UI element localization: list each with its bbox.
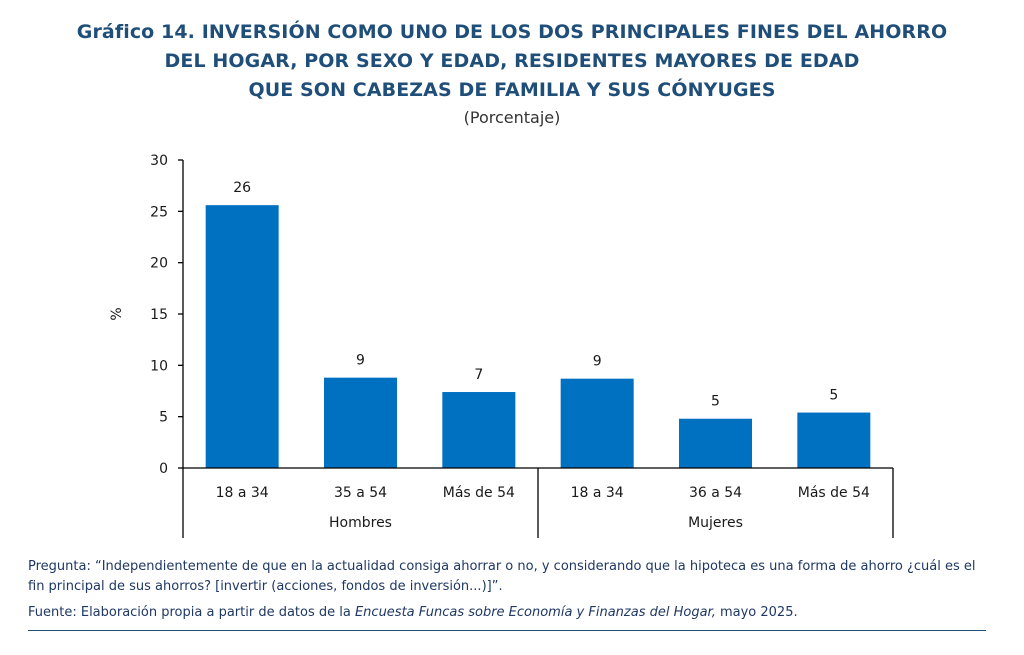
source-title: Encuesta Funcas sobre Economía y Finanza…	[354, 605, 716, 620]
x-category-label: Más de 54	[798, 485, 870, 501]
source-prefix: Fuente: Elaboración propia a partir de d…	[28, 605, 355, 620]
y-tick-label: 10	[150, 358, 168, 374]
chart-title-line-2: DEL HOGAR, POR SEXO Y EDAD, RESIDENTES M…	[164, 50, 860, 72]
source-note: Fuente: Elaboración propia a partir de d…	[28, 603, 996, 623]
bar	[205, 205, 279, 468]
bar-data-label: 26	[233, 180, 251, 196]
bar	[442, 392, 516, 468]
y-axis-label: %	[109, 307, 125, 320]
bar	[679, 418, 752, 468]
x-category-label: 35 a 54	[334, 485, 387, 501]
x-category-label: Más de 54	[443, 485, 515, 501]
bar	[797, 412, 871, 468]
bottom-divider	[28, 630, 986, 631]
y-axis: 0 5 10 15 20 25 30	[150, 153, 184, 477]
y-tick-label: 0	[159, 461, 168, 477]
bar-data-label: 9	[593, 354, 602, 370]
chart-title-block: Gráfico 14. INVERSIÓN COMO UNO DE LOS DO…	[0, 18, 1024, 129]
bar-data-label: 7	[474, 367, 483, 383]
source-suffix: mayo 2025.	[715, 605, 798, 620]
bar-data-label: 9	[356, 353, 365, 369]
chart-subtitle: (Porcentaje)	[463, 108, 561, 127]
chart-title-line-3: QUE SON CABEZAS DE FAMILIA Y SUS CÓNYUGE…	[248, 79, 776, 101]
x-category-label: 36 a 54	[689, 485, 742, 501]
y-tick-label: 25	[150, 204, 168, 220]
y-tick-label: 20	[150, 256, 168, 272]
y-tick-label: 30	[150, 153, 168, 169]
x-group-label: Hombres	[329, 515, 392, 531]
bar-chart: 0 5 10 15 20 25 30 26 9 7 9 5 5 18 a 34 35 a 54 Más d…	[109, 153, 894, 538]
y-tick-label: 15	[150, 307, 168, 323]
x-axis: 18 a 34 35 a 54 Más de 54 18 a 34 36 a 54 Más…	[182, 467, 894, 538]
x-category-label: 18 a 34	[571, 485, 624, 501]
bars: 26 9 7 9 5 5	[205, 180, 871, 468]
bar-data-label: 5	[711, 394, 720, 410]
bar	[324, 377, 397, 468]
bar-data-label: 5	[829, 388, 838, 404]
bar	[560, 378, 634, 468]
x-category-label: 18 a 34	[216, 485, 269, 501]
chart-title-line-1: Gráfico 14. INVERSIÓN COMO UNO DE LOS DO…	[76, 21, 948, 43]
x-group-label: Mujeres	[688, 515, 743, 531]
y-tick-label: 5	[159, 410, 168, 426]
chart-notes: Pregunta: “Independientemente de que en …	[28, 557, 996, 623]
question-note: Pregunta: “Independientemente de que en …	[28, 559, 976, 594]
